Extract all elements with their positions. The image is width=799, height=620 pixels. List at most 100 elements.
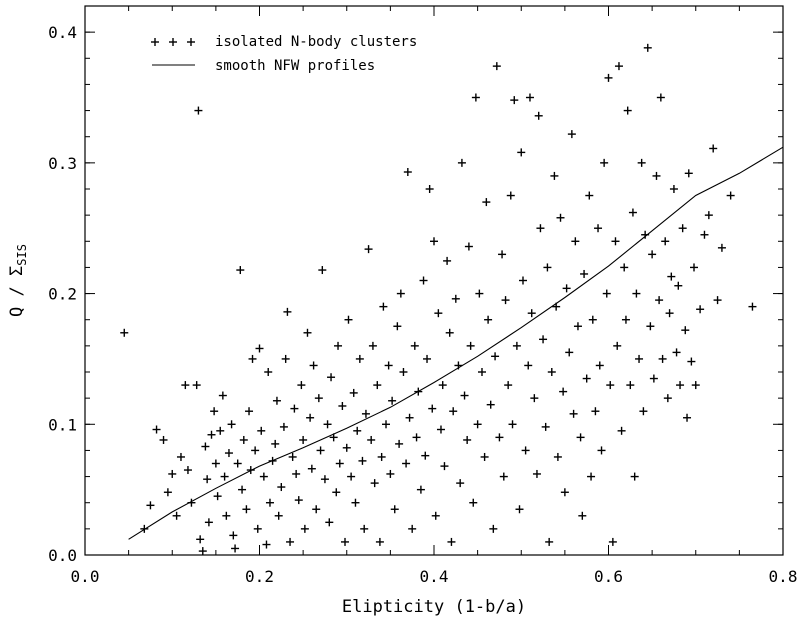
data-point xyxy=(556,213,565,222)
data-point xyxy=(207,430,216,439)
data-point xyxy=(517,148,526,157)
plot-frame xyxy=(84,5,784,556)
data-point xyxy=(608,537,617,546)
data-point xyxy=(286,537,295,546)
data-point xyxy=(626,381,635,390)
data-point xyxy=(447,537,456,546)
data-point xyxy=(506,191,515,200)
data-point xyxy=(649,374,658,383)
data-point xyxy=(477,368,486,376)
data-point xyxy=(696,305,705,314)
data-point xyxy=(181,381,190,390)
data-point xyxy=(443,256,452,265)
data-point xyxy=(294,496,303,505)
data-point xyxy=(534,111,543,120)
data-point xyxy=(510,96,519,105)
data-point xyxy=(196,535,205,544)
data-point xyxy=(508,420,517,429)
data-point xyxy=(648,250,657,259)
data-point xyxy=(274,511,283,520)
data-point xyxy=(360,524,369,533)
data-point xyxy=(559,387,568,396)
data-point xyxy=(306,413,315,422)
data-point xyxy=(684,169,693,178)
data-point xyxy=(495,433,504,442)
data-point xyxy=(316,446,325,455)
data-point xyxy=(210,407,219,416)
data-point xyxy=(251,446,260,455)
data-point xyxy=(588,315,597,324)
y-axis-label-subscript: SIS xyxy=(15,244,29,266)
data-point xyxy=(393,322,402,331)
data-point xyxy=(491,352,500,361)
data-point xyxy=(498,250,507,259)
data-point xyxy=(309,361,318,370)
data-point xyxy=(475,289,484,298)
data-point xyxy=(283,307,292,316)
data-point xyxy=(323,420,332,429)
data-point xyxy=(349,388,358,397)
data-point xyxy=(748,302,757,311)
data-point xyxy=(292,469,301,478)
y-tick-label: 0.2 xyxy=(48,285,77,304)
data-point xyxy=(665,309,674,318)
data-point xyxy=(547,368,556,376)
data-point xyxy=(342,443,351,452)
data-point xyxy=(445,328,454,337)
data-point xyxy=(663,394,672,403)
data-point xyxy=(194,106,203,115)
data-point xyxy=(597,446,606,455)
data-point xyxy=(463,435,472,444)
legend-label-smooth-nfw: smooth NFW profiles xyxy=(215,58,375,74)
data-point xyxy=(536,224,545,233)
data-point xyxy=(364,245,373,254)
data-point xyxy=(403,168,412,177)
data-point xyxy=(678,224,687,233)
y-axis-label: Q / ΣSIS xyxy=(7,244,29,317)
data-point xyxy=(279,422,288,431)
x-axis-label: Elipticity (1-b/a) xyxy=(342,597,526,617)
data-point xyxy=(482,198,491,207)
x-tick-label: 0.0 xyxy=(71,567,100,586)
data-point xyxy=(602,289,611,298)
data-point xyxy=(329,433,338,442)
legend: isolated N-body clusters smooth NFW prof… xyxy=(151,34,417,74)
data-point xyxy=(388,396,397,405)
data-point xyxy=(676,381,685,390)
data-point xyxy=(358,456,367,465)
data-point xyxy=(600,158,609,167)
data-point xyxy=(630,472,639,481)
x-tick-label: 0.2 xyxy=(245,567,274,586)
data-point xyxy=(216,426,225,435)
data-point xyxy=(396,289,405,298)
data-point xyxy=(120,328,129,337)
data-point xyxy=(690,263,699,272)
x-tick-label: 0.4 xyxy=(420,567,449,586)
data-point xyxy=(489,524,498,533)
x-tick-label: 0.8 xyxy=(769,567,798,586)
data-point xyxy=(560,488,569,497)
data-point xyxy=(152,425,161,434)
data-point xyxy=(464,242,473,251)
legend-plus xyxy=(151,38,159,46)
data-point xyxy=(384,361,393,370)
data-point xyxy=(565,348,574,357)
data-point xyxy=(674,281,683,290)
data-point xyxy=(501,296,510,305)
data-point xyxy=(717,243,726,252)
data-point xyxy=(307,464,316,473)
y-tick-label: 0.1 xyxy=(48,415,77,434)
data-point xyxy=(655,296,664,305)
data-point xyxy=(527,309,536,318)
data-point xyxy=(681,326,690,335)
data-point xyxy=(344,315,353,324)
data-point xyxy=(341,537,350,546)
data-point xyxy=(410,341,419,350)
data-point xyxy=(550,171,559,180)
data-point xyxy=(700,230,709,239)
data-point xyxy=(623,106,632,115)
data-point xyxy=(499,472,508,481)
data-point xyxy=(146,501,155,510)
data-point xyxy=(373,381,382,390)
data-point xyxy=(578,511,587,520)
